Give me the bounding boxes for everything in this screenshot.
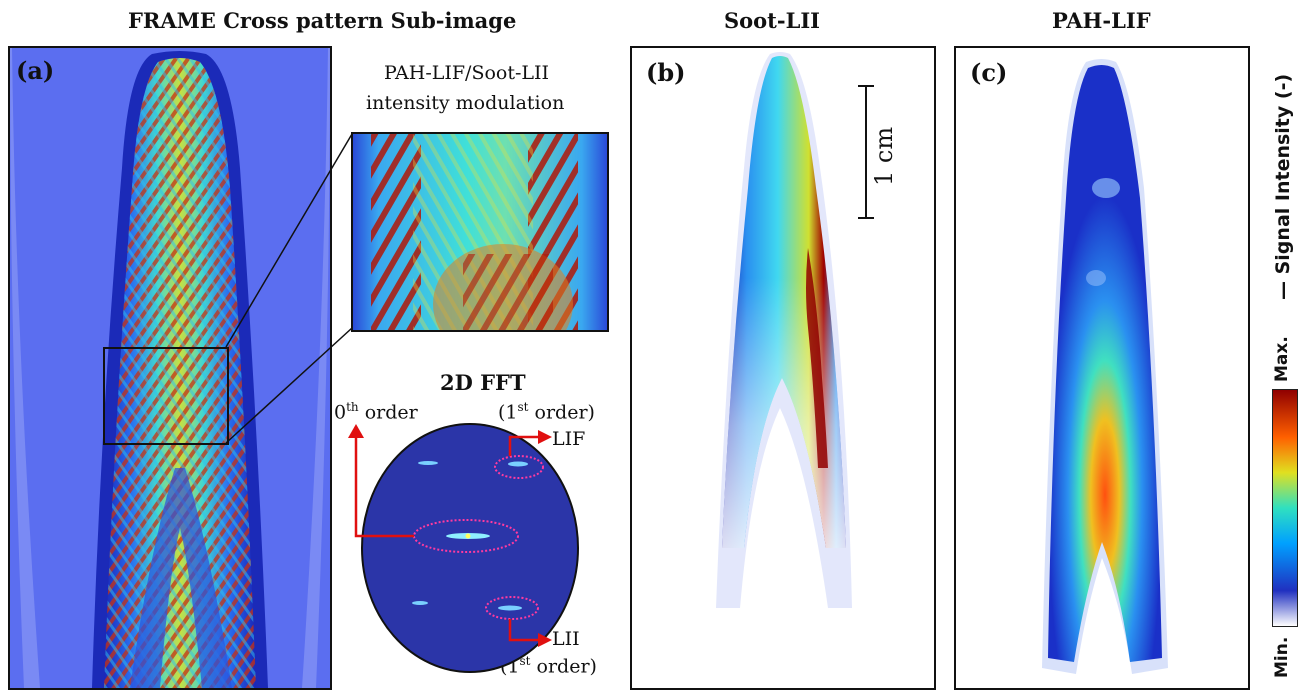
fft-arrows: [354, 435, 540, 642]
inset-line2: intensity modulation: [366, 92, 565, 114]
soot-lii-panel: (b) 1 cm: [630, 46, 936, 690]
scale-bar: [858, 85, 874, 219]
soot-title: Soot-LII: [724, 8, 821, 33]
scale-bar-label: 1 cm: [870, 126, 898, 186]
zoom-inset: [351, 132, 609, 332]
frame-panel: (a): [8, 46, 332, 690]
zoom-inset-image: [353, 134, 607, 330]
colorbar-min-label: Min.: [1272, 636, 1292, 678]
pah-lif-panel: (c): [954, 46, 1250, 690]
pah-lif-image: [1042, 59, 1168, 674]
panel-a-label: (a): [16, 56, 55, 85]
soot-lii-image: [716, 52, 874, 608]
fft-title: 2D FFT: [440, 370, 526, 395]
inset-line1: PAH-LIF/Soot-LII: [384, 62, 550, 84]
colorbar-max-label: Max.: [1272, 336, 1292, 382]
pah-title: PAH-LIF: [1052, 8, 1151, 33]
frame-flame-image: [10, 48, 330, 688]
panel-c-label: (c): [970, 58, 1008, 87]
fft-circle: [361, 423, 579, 673]
colorbar: [1272, 389, 1298, 627]
zoom-box: [103, 347, 229, 445]
frame-title: FRAME Cross pattern Sub-image: [128, 8, 517, 33]
panel-b-label: (b): [646, 58, 686, 87]
lif-label: LIF: [552, 428, 586, 450]
first-order-top-label: (1st order): [498, 400, 595, 424]
lii-label: LII: [552, 628, 580, 650]
colorbar-title: — Signal Intensity (-): [1272, 73, 1294, 300]
zeroth-order-label: 0th order: [334, 400, 418, 424]
